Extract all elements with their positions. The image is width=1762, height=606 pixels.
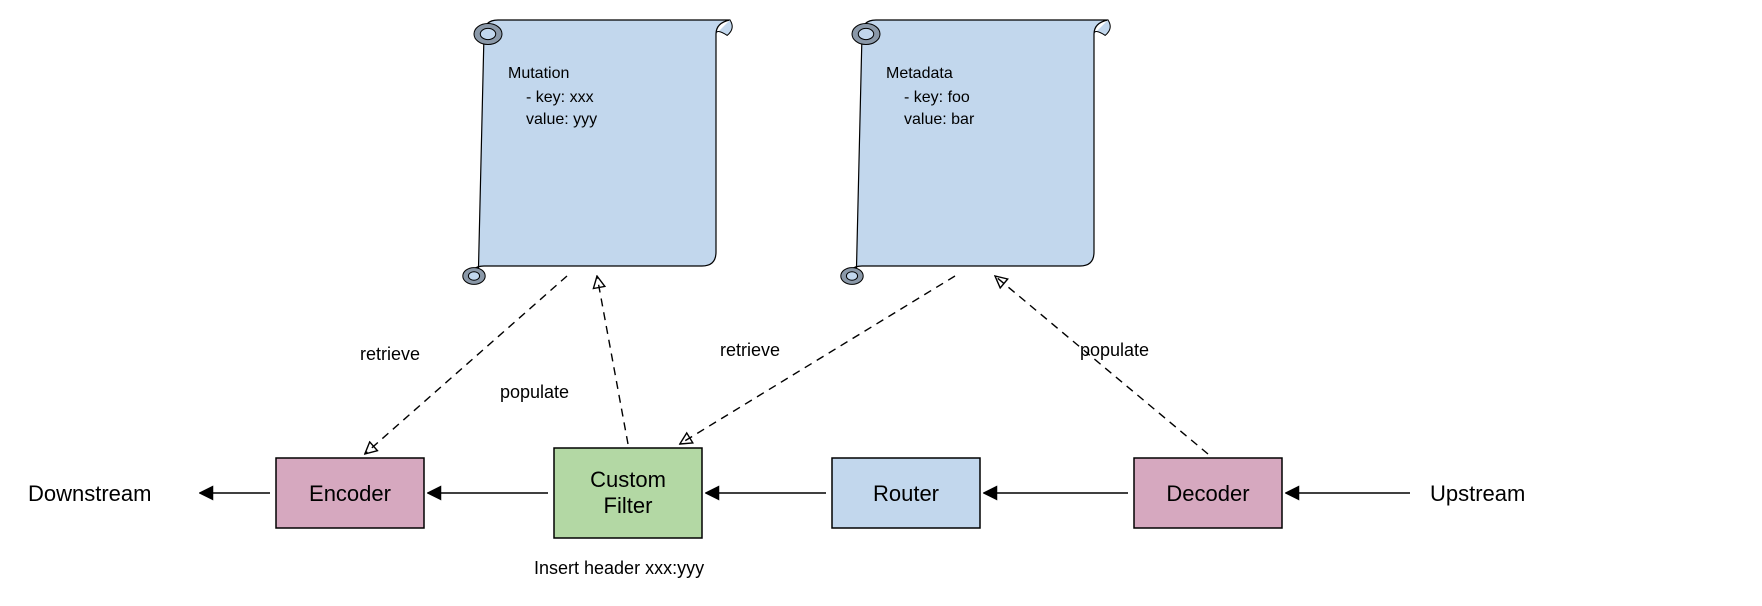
scroll-metadata-line1: - key: foo bbox=[904, 89, 970, 106]
scroll-mutation-line2: value: yyy bbox=[526, 111, 597, 128]
scroll-mutation-line1: - key: xxx bbox=[526, 89, 594, 106]
scroll-metadata: Metadata - key: foo value: bar bbox=[841, 20, 1110, 284]
scroll-mutation-title: Mutation bbox=[508, 65, 569, 82]
label-retrieve-2: retrieve bbox=[720, 340, 780, 360]
label-populate-1: populate bbox=[500, 382, 569, 402]
edge-retrieve-mutation bbox=[365, 276, 567, 454]
scroll-metadata-line2: value: bar bbox=[904, 111, 975, 128]
scroll-mutation: Mutation - key: xxx value: yyy bbox=[463, 20, 732, 284]
label-populate-2: populate bbox=[1080, 340, 1149, 360]
edge-populate-mutation bbox=[597, 276, 628, 444]
svg-text:Router: Router bbox=[873, 481, 939, 506]
edge-populate-metadata bbox=[995, 276, 1208, 454]
node-router: Router bbox=[832, 458, 980, 528]
scroll-metadata-title: Metadata bbox=[886, 65, 953, 82]
edge-retrieve-metadata bbox=[680, 276, 955, 444]
node-encoder: Encoder bbox=[276, 458, 424, 528]
label-upstream: Upstream bbox=[1430, 481, 1525, 506]
svg-text:Custom: Custom bbox=[590, 467, 666, 492]
node-decoder: Decoder bbox=[1134, 458, 1282, 528]
svg-text:Filter: Filter bbox=[604, 493, 653, 518]
node-custom-filter: CustomFilter bbox=[554, 448, 702, 538]
svg-text:Decoder: Decoder bbox=[1166, 481, 1249, 506]
label-downstream: Downstream bbox=[28, 481, 151, 506]
label-insert-header: Insert header xxx:yyy bbox=[534, 558, 704, 578]
label-retrieve-1: retrieve bbox=[360, 344, 420, 364]
svg-text:Encoder: Encoder bbox=[309, 481, 391, 506]
